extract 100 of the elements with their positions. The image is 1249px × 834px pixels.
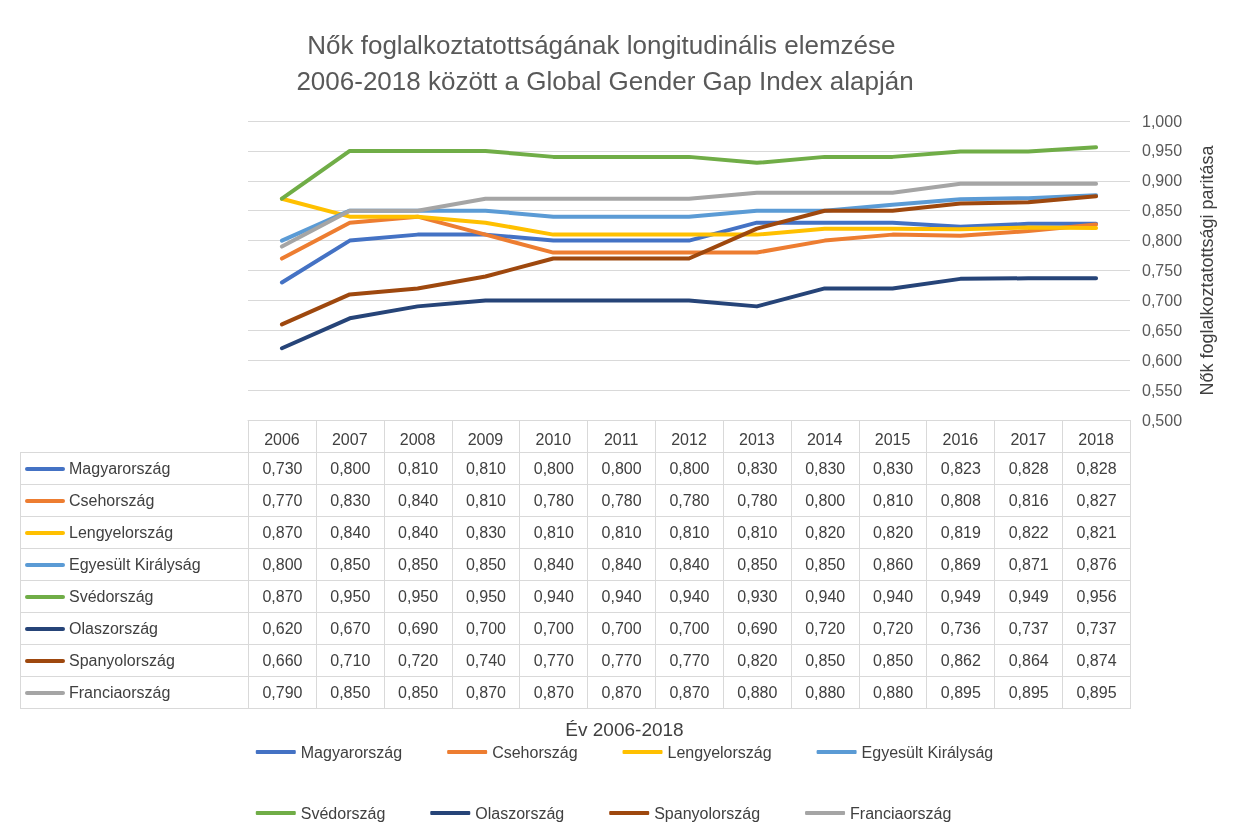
data-label: 0,871 xyxy=(994,548,1063,581)
data-label: 0,808 xyxy=(926,484,995,517)
data-label: 0,810 xyxy=(519,516,588,549)
data-label: 0,790 xyxy=(248,676,317,709)
legend-label: Magyarország xyxy=(69,459,171,477)
data-label: 0,930 xyxy=(723,580,792,613)
data-label: 0,950 xyxy=(316,580,385,613)
y-tick-label: 0,950 xyxy=(1142,142,1183,160)
data-label: 0,869 xyxy=(926,548,995,581)
data-label: 0,700 xyxy=(452,612,520,645)
data-label: 0,840 xyxy=(384,516,453,549)
data-label: 0,700 xyxy=(655,612,724,645)
data-label: 0,850 xyxy=(384,548,453,581)
data-label: 0,700 xyxy=(587,612,656,645)
data-label: 0,670 xyxy=(316,612,385,645)
line-series xyxy=(279,145,1099,201)
data-label: 0,880 xyxy=(723,676,792,709)
line-series xyxy=(279,276,1099,351)
x-tick-label: 2013 xyxy=(739,430,775,448)
data-label: 0,700 xyxy=(519,612,588,645)
data-label: 0,810 xyxy=(655,516,724,549)
data-label: 0,895 xyxy=(1062,676,1131,709)
data-label: 0,874 xyxy=(1062,644,1131,677)
data-label: 0,940 xyxy=(519,580,588,613)
data-label: 0,830 xyxy=(452,516,520,549)
x-tick-label: 2008 xyxy=(399,430,436,448)
data-label: 0,950 xyxy=(452,580,520,613)
data-label: 0,810 xyxy=(452,484,520,517)
data-label: 0,810 xyxy=(723,516,792,549)
data-label: 0,810 xyxy=(384,452,453,485)
data-label: 0,870 xyxy=(519,676,588,709)
data-label: 0,770 xyxy=(248,484,317,517)
data-label: 0,864 xyxy=(994,644,1063,677)
legend-label: Egyesült Királyság xyxy=(69,555,201,573)
x-tick-label: 2006 xyxy=(264,430,300,448)
line-series xyxy=(279,181,1099,249)
data-label: 0,840 xyxy=(384,484,453,517)
data-label: 0,870 xyxy=(655,676,724,709)
data-label: 0,860 xyxy=(859,548,927,581)
x-tick-label: 2017 xyxy=(1010,430,1047,448)
data-label: 0,710 xyxy=(316,644,385,677)
data-label: 0,780 xyxy=(723,484,792,517)
data-label: 0,880 xyxy=(791,676,860,709)
x-tick-label: 2014 xyxy=(806,430,843,448)
x-tick-label: 2010 xyxy=(535,430,572,448)
line-series xyxy=(279,220,1099,285)
data-label: 0,810 xyxy=(587,516,656,549)
data-label: 0,800 xyxy=(587,452,656,485)
data-label: 0,840 xyxy=(519,548,588,581)
data-label: 0,828 xyxy=(994,452,1063,485)
data-label: 0,870 xyxy=(248,516,317,549)
data-label: 0,737 xyxy=(1062,612,1131,645)
data-label: 0,819 xyxy=(926,516,995,549)
data-label: 0,780 xyxy=(655,484,724,517)
data-label: 0,737 xyxy=(994,612,1063,645)
data-label: 0,810 xyxy=(859,484,927,517)
data-label: 0,895 xyxy=(994,676,1063,709)
x-tick-label: 2016 xyxy=(942,430,979,448)
data-label: 0,862 xyxy=(926,644,995,677)
x-tick-label: 2015 xyxy=(874,430,911,448)
y-tick-label: 0,900 xyxy=(1142,172,1183,190)
data-label: 0,823 xyxy=(926,452,995,485)
data-label: 0,870 xyxy=(587,676,656,709)
data-label: 0,770 xyxy=(519,644,588,677)
text: Magyarország xyxy=(300,743,403,761)
x-tick-label: 2007 xyxy=(331,430,368,448)
text: Csehország xyxy=(492,743,578,761)
text: Franciaország xyxy=(850,804,952,822)
legend-label: Svédország xyxy=(69,587,154,605)
text: Egyesült Királyság xyxy=(861,743,994,761)
data-label: 0,940 xyxy=(859,580,927,613)
data-label: 0,870 xyxy=(248,580,317,613)
data-label: 0,830 xyxy=(723,452,792,485)
data-label: 0,840 xyxy=(655,548,724,581)
data-label: 0,820 xyxy=(859,516,927,549)
legend-label: Franciaország xyxy=(69,683,171,701)
data-label: 0,770 xyxy=(587,644,656,677)
text: Svédország xyxy=(300,804,386,822)
data-label: 0,828 xyxy=(1062,452,1131,485)
data-label: 0,800 xyxy=(791,484,860,517)
data-label: 0,940 xyxy=(791,580,860,613)
line-series xyxy=(279,194,1099,327)
y-tick-label: 0,700 xyxy=(1142,291,1183,309)
data-label: 0,880 xyxy=(859,676,927,709)
x-tick-label: 2011 xyxy=(603,430,639,448)
y-tick-label: 0,750 xyxy=(1142,262,1183,279)
data-label: 0,830 xyxy=(316,484,385,517)
data-label: 0,816 xyxy=(994,484,1063,517)
data-label: 0,800 xyxy=(655,452,724,485)
y-tick-label: 0,850 xyxy=(1142,202,1183,220)
data-label: 0,820 xyxy=(791,516,860,549)
data-label: 0,850 xyxy=(316,548,385,581)
data-label: 0,850 xyxy=(723,548,792,581)
y-tick-label: 0,800 xyxy=(1142,232,1183,250)
text: Olaszország xyxy=(475,804,565,822)
data-label: 0,620 xyxy=(248,612,317,645)
y-tick-label: 0,500 xyxy=(1142,411,1183,429)
legend-label: Csehország xyxy=(69,491,155,509)
data-label: 0,736 xyxy=(926,612,995,645)
data-label: 0,949 xyxy=(926,580,995,613)
